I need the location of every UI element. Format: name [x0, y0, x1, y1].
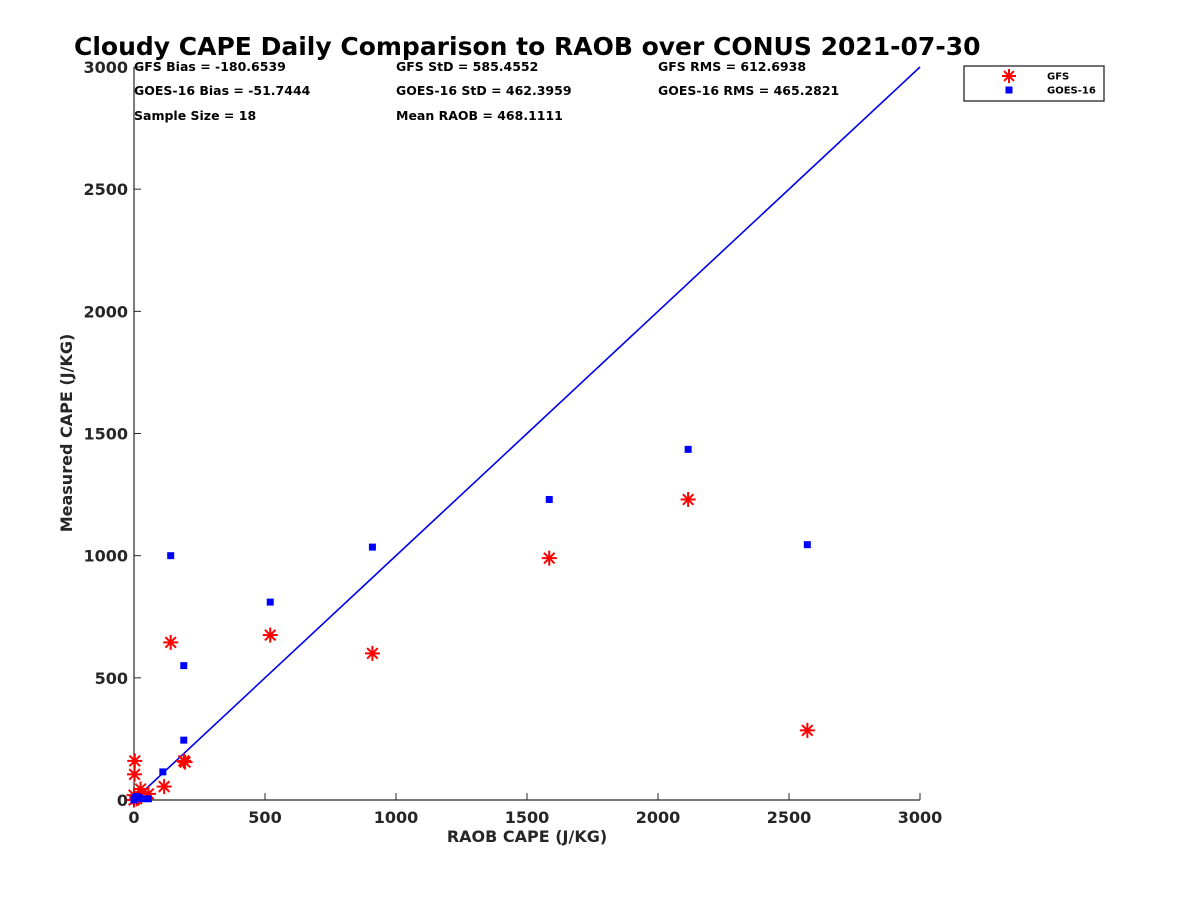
goes-16-point [144, 795, 152, 803]
x-tick-label: 2000 [636, 808, 681, 827]
stat-label: GOES-16 RMS = 465.2821 [658, 83, 839, 98]
x-tick-label: 2500 [767, 808, 812, 827]
gfs-point [799, 722, 815, 738]
y-axis-label: Measured CAPE (J/KG) [57, 334, 76, 533]
gfs-point [680, 491, 696, 507]
one-to-one-line [133, 66, 921, 801]
y-tick-label: 500 [95, 669, 128, 688]
y-tick-label: 1500 [83, 425, 128, 444]
gfs-point [133, 781, 149, 797]
gfs-point [364, 645, 380, 661]
data-points [126, 445, 815, 808]
goes-16-point [803, 541, 811, 549]
stat-label: Sample Size = 18 [134, 108, 256, 123]
gfs-point [163, 634, 179, 650]
goes-16-point [180, 736, 188, 744]
chart-title: Cloudy CAPE Daily Comparison to RAOB ove… [74, 32, 980, 61]
goes-16-point [545, 495, 553, 503]
legend-goes-16-marker [1005, 86, 1013, 94]
series-gfs [126, 491, 815, 808]
y-tick-label: 2000 [83, 302, 128, 321]
gfs-point [127, 753, 143, 769]
gfs-point [177, 754, 193, 770]
legend-label: GFS [1047, 72, 1069, 83]
stat-label: GFS RMS = 612.6938 [658, 59, 806, 74]
stat-label: GOES-16 Bias = -51.7444 [134, 83, 311, 98]
x-tick-label: 1500 [505, 808, 550, 827]
legend-gfs-marker [1002, 69, 1016, 83]
goes-16-point [368, 543, 376, 551]
series-goes-16 [130, 445, 811, 804]
legend-label: GOES-16 [1047, 86, 1096, 97]
reference-line [133, 66, 921, 801]
goes-16-point [684, 445, 692, 453]
x-axis-label: RAOB CAPE (J/KG) [447, 827, 607, 846]
stat-label: Mean RAOB = 468.1111 [396, 108, 563, 123]
gfs-point [127, 766, 143, 782]
x-tick-label: 0 [128, 808, 139, 827]
x-tick-label: 500 [248, 808, 281, 827]
stat-label: GFS Bias = -180.6539 [134, 59, 286, 74]
gfs-point [156, 779, 172, 795]
tick-labels: 0 500 1000 1500 2000 2500 3000 0 500 1000 1500 2000… [83, 58, 942, 827]
y-tick-label: 0 [117, 791, 128, 810]
gfs-point [541, 550, 557, 566]
goes-16-point [159, 768, 167, 776]
goes-16-point [266, 598, 274, 606]
legend: GFS GOES-16 [963, 65, 1105, 102]
gfs-point [262, 627, 278, 643]
x-tick-label: 1000 [374, 808, 419, 827]
goes-16-point [180, 662, 188, 670]
legend-box [963, 65, 1105, 102]
y-tick-label: 3000 [83, 58, 128, 77]
goes-16-point [138, 795, 146, 803]
y-tick-label: 1000 [83, 547, 128, 566]
stat-label: GFS StD = 585.4552 [396, 59, 538, 74]
y-tick-label: 2500 [83, 180, 128, 199]
stat-label: GOES-16 StD = 462.3959 [396, 83, 572, 98]
x-tick-label: 3000 [898, 808, 943, 827]
goes-16-point [167, 552, 175, 560]
statistics-annotations: GFS Bias = -180.6539 GFS StD = 585.4552 GF… [134, 59, 839, 123]
